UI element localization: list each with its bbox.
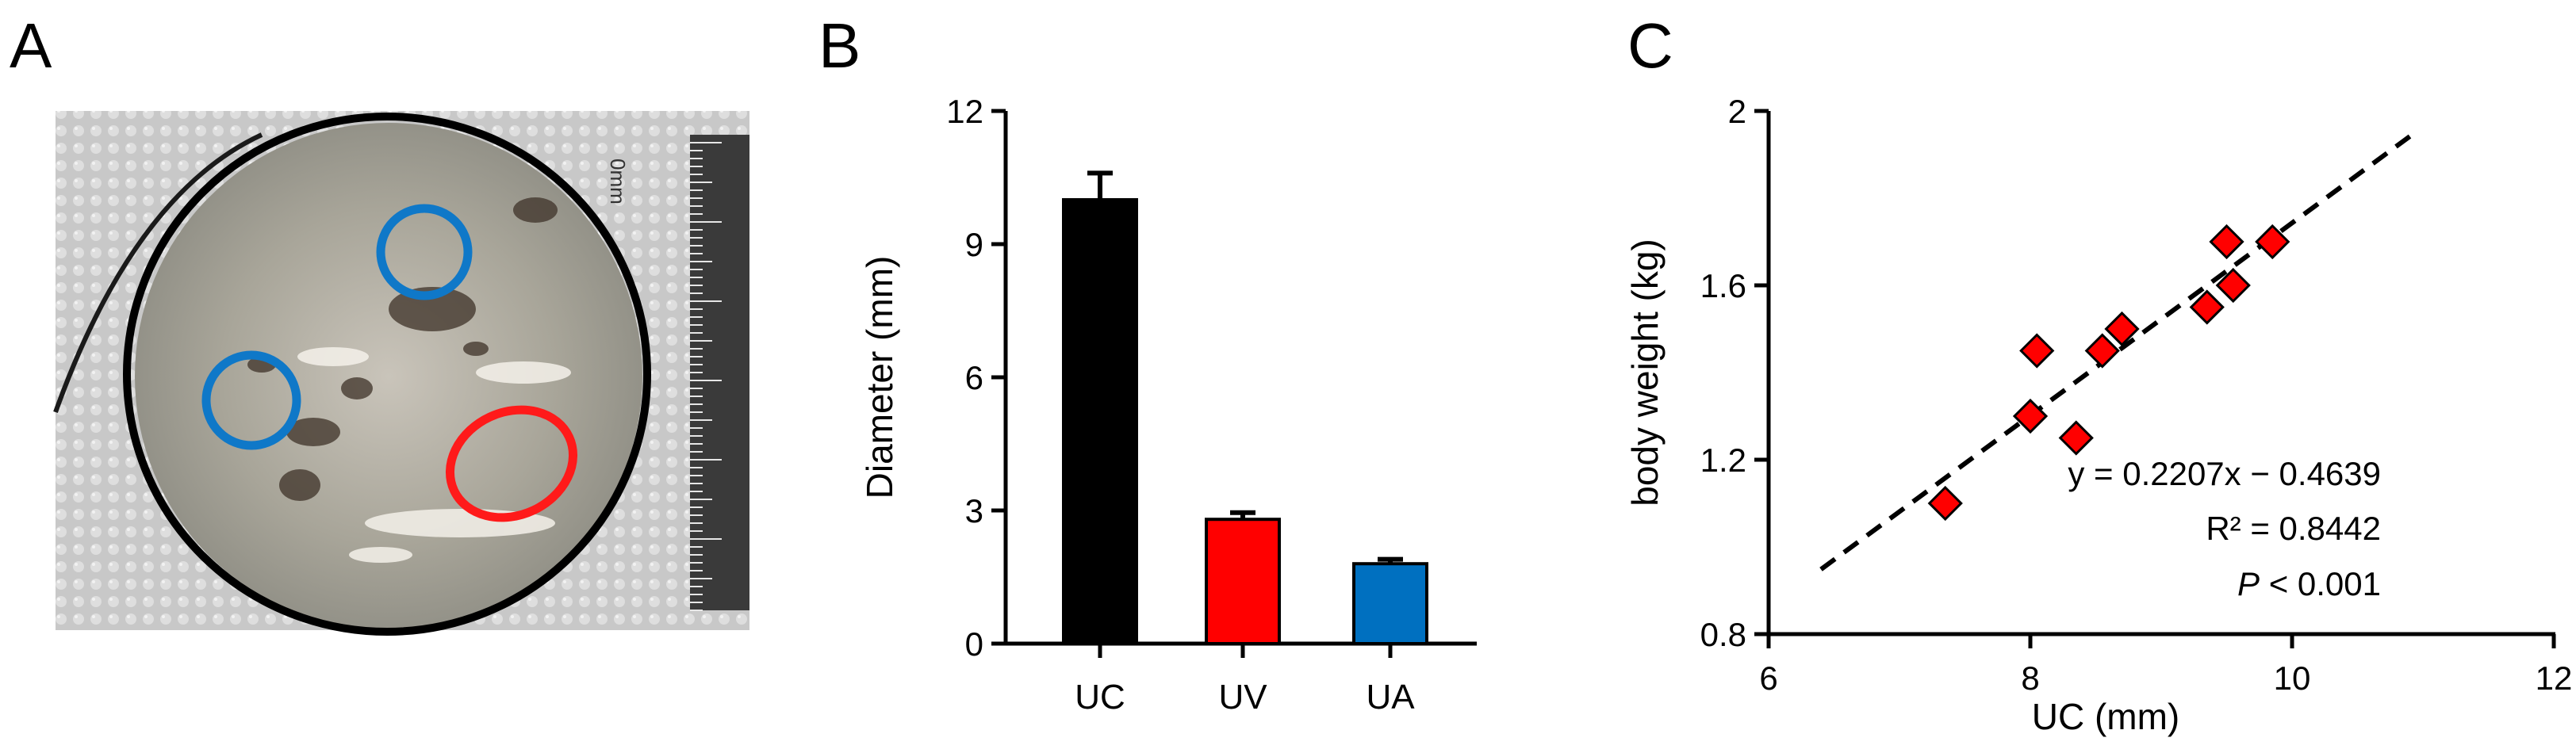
scatter-x-tick-label: 8: [2021, 659, 2039, 697]
bar-y-tick-label: 12: [946, 93, 983, 130]
scatter-point: [2255, 224, 2290, 260]
bar-y-tick-label: 6: [965, 359, 983, 396]
scatter-point: [2012, 398, 2049, 434]
p-value-text: < 0.001: [2260, 565, 2381, 602]
bar-ua: [1352, 562, 1428, 646]
p-value-annotation: P < 0.001: [2237, 565, 2381, 602]
dish-outline: [123, 113, 651, 636]
bar-category-label: UA: [1366, 678, 1415, 717]
r-squared-annotation: R² = 0.8442: [2206, 510, 2381, 547]
tissue-spots: [247, 197, 558, 501]
ring-red: [445, 405, 578, 522]
ruler: 0mm: [606, 135, 749, 611]
bar-category-label: UC: [1075, 678, 1125, 717]
bar-y-tick-label: 3: [965, 492, 983, 529]
panel-letter-a: A: [10, 10, 52, 81]
scatter-chart: 0.8 1.2 1.6 2 6 8 10 12 body weight (kg) UC (m…: [1624, 93, 2572, 737]
scatter-x-tick-label: 6: [1759, 659, 1777, 697]
panel-letter-b: B: [818, 10, 861, 81]
scatter-point: [2215, 267, 2251, 304]
bar-uv: [1205, 518, 1281, 646]
bar-chart-y-label: Diameter (mm): [859, 256, 900, 499]
scatter-x-tick-label: 10: [2274, 659, 2311, 697]
scatter-point: [2189, 289, 2225, 325]
trend-line: [1819, 134, 2412, 571]
tissue-sample: [135, 123, 642, 630]
bar-y-tick-label: 9: [965, 226, 983, 263]
scatter-y-tick-label: 2: [1728, 93, 1746, 130]
photo-panel: 0mm: [53, 111, 749, 636]
ring-blue-top: [376, 204, 473, 300]
cable: [53, 132, 263, 414]
scatter-y-tick-label: 1.6: [1700, 267, 1746, 304]
bar-uc: [1062, 198, 1138, 645]
panel-letter-c: C: [1627, 10, 1673, 81]
scatter-point: [2058, 420, 2094, 456]
scatter-y-label: body weight (kg): [1624, 239, 1666, 506]
ruler-label: 0mm: [606, 159, 630, 204]
scatter-point: [2019, 333, 2055, 369]
scatter-point: [2104, 311, 2140, 347]
bar-y-tick-label: 0: [965, 625, 983, 663]
scatter-x-label: UC (mm): [2032, 696, 2180, 737]
scatter-y-tick-label: 0.8: [1700, 616, 1746, 653]
p-value-symbol: P: [2237, 565, 2260, 602]
equation-annotation: y = 0.2207x − 0.4639: [2068, 455, 2381, 492]
scatter-point: [2084, 333, 2120, 369]
scatter-y-tick-label: 1.2: [1700, 441, 1746, 479]
scatter-x-tick-label: 12: [2536, 659, 2573, 697]
scatter-point: [1927, 485, 1963, 522]
bar-chart: 0 3 6 9 12 UC UV UA Diameter (mm): [859, 93, 1477, 717]
scatter-point: [2209, 224, 2244, 260]
ring-blue-left: [201, 350, 301, 450]
bar-category-label: UV: [1218, 678, 1267, 717]
